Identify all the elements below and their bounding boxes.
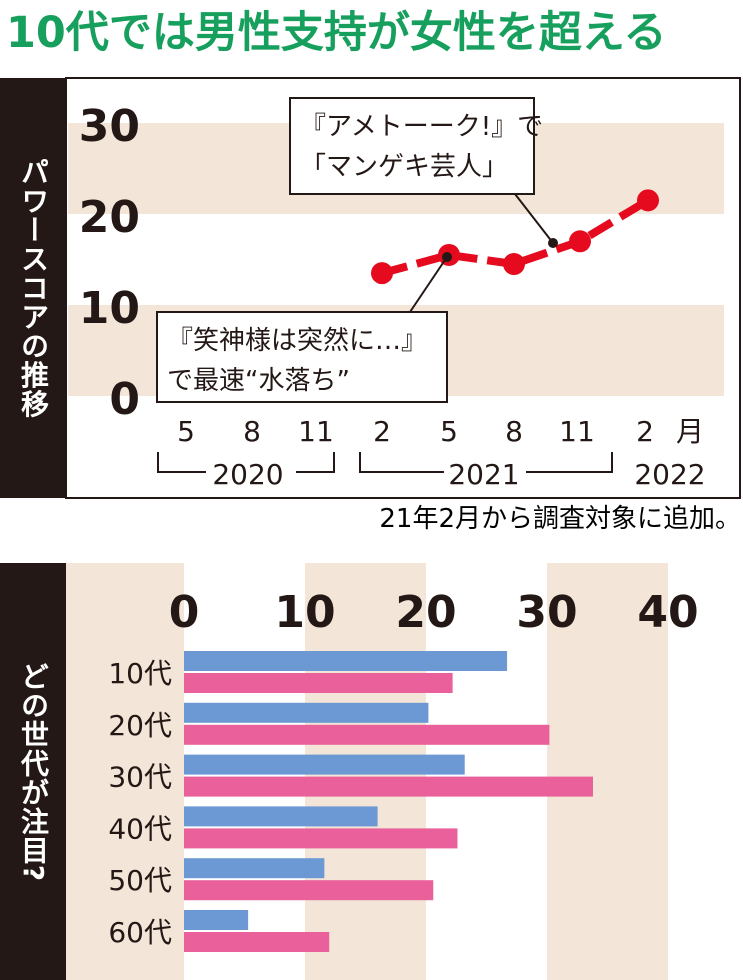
bar-chart-ylabel: どの世代が注目?	[17, 661, 50, 882]
bar-chart-side-label: どの世代が注目?	[0, 563, 66, 980]
annotation-leader-line	[514, 193, 554, 244]
line-chart-side-label: パワースコアの推移	[0, 78, 66, 498]
bar-chart-category-label: 50代	[108, 864, 172, 897]
line-chart-ytick-label: 30	[79, 101, 140, 152]
line-chart-point	[569, 230, 591, 253]
annotation-leader-dot	[442, 252, 452, 262]
annotation-text-line: 「マンゲキ芸人」	[300, 152, 508, 182]
bar-chart-band	[547, 563, 668, 980]
bar-female	[184, 880, 434, 901]
bar-male	[184, 806, 378, 827]
bar-chart-xtick-label: 40	[637, 587, 698, 638]
line-chart-month-tick: 2	[636, 415, 654, 448]
line-chart-year-label: 2021	[448, 458, 519, 491]
bar-male	[184, 651, 508, 671]
line-chart-series-line	[380, 196, 651, 278]
line-chart-point	[637, 189, 659, 212]
annotation-text-line: 『アメトーーク!』で	[300, 112, 543, 142]
line-chart-month-tick: 11	[298, 415, 334, 448]
year-label-backdrop	[206, 458, 296, 488]
line-chart-month-unit: 月	[676, 415, 704, 448]
line-chart-month-tick: 5	[440, 415, 458, 448]
line-chart-ytick-label: 10	[79, 283, 140, 334]
page-title: 10代では男性支持が女性を超える	[6, 8, 667, 58]
annotation-box	[156, 311, 448, 403]
bar-chart-category-label: 60代	[108, 916, 172, 949]
bar-chart-band	[66, 563, 184, 980]
line-chart-month-tick: 2	[373, 415, 391, 448]
annotation-leader-dot	[548, 238, 558, 248]
annotation-box	[289, 97, 535, 195]
bar-female	[184, 932, 330, 952]
survey-note: 21年2月から調査対象に追加。	[379, 504, 741, 534]
annotation-text-line: 『笑神様は突然に…』	[167, 326, 427, 356]
bar-chart-xtick-label: 10	[274, 587, 335, 638]
line-chart-ytick-label: 20	[79, 192, 140, 243]
annotation-text-line: で最速“水落ち”	[167, 366, 350, 396]
bar-chart-xtick-label: 0	[169, 587, 200, 638]
annotation-leader-line	[409, 256, 448, 313]
line-chart-ylabel: パワースコアの推移	[17, 157, 50, 419]
bar-male	[184, 754, 465, 775]
bar-female	[184, 724, 550, 745]
bar-chart-category-label: 20代	[108, 709, 172, 742]
line-chart-point	[503, 253, 525, 276]
bar-male	[184, 702, 429, 723]
line-chart-year-label: 2020	[212, 458, 283, 491]
bar-male	[184, 910, 249, 930]
year-label-backdrop	[444, 458, 526, 488]
bar-chart-xtick-label: 30	[516, 587, 577, 638]
line-chart-month-tick: 8	[243, 415, 261, 448]
line-chart-year-label: 2022	[634, 458, 705, 491]
bar-female	[184, 776, 593, 797]
line-chart-month-tick: 8	[505, 415, 523, 448]
bar-chart-category-label: 30代	[108, 761, 172, 794]
bar-chart-xtick-label: 20	[395, 587, 456, 638]
bar-chart-category-label: 10代	[108, 657, 172, 690]
year-label-backdrop	[624, 458, 718, 488]
bar-female	[184, 673, 453, 693]
line-chart-ytick-label: 0	[109, 374, 140, 425]
line-chart-point	[371, 262, 393, 285]
bar-chart-category-label: 40代	[108, 812, 172, 845]
line-chart-month-tick: 11	[559, 415, 595, 448]
line-chart-month-tick: 5	[177, 415, 195, 448]
bar-male	[184, 858, 325, 879]
bar-female	[184, 828, 458, 849]
